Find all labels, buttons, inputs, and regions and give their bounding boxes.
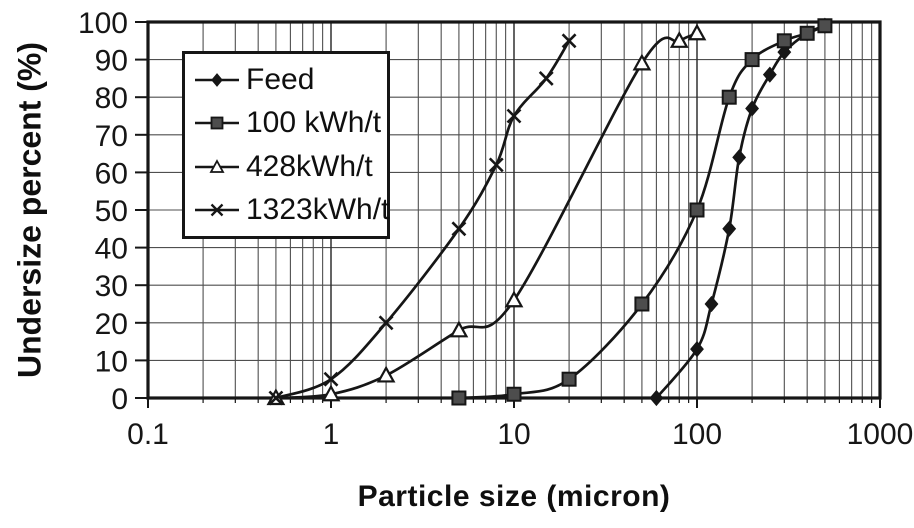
y-tick-label: 10 bbox=[95, 345, 128, 378]
y-tick-label: 0 bbox=[111, 383, 128, 416]
y-tick-label: 90 bbox=[95, 45, 128, 78]
y-tick-label: 30 bbox=[95, 270, 128, 303]
legend-label-1323kwht: 1323kWh/t bbox=[246, 193, 390, 227]
x-tick-label: 1 bbox=[323, 418, 340, 451]
x-tick-label: 0.1 bbox=[127, 418, 169, 451]
y-tick-label: 20 bbox=[95, 308, 128, 341]
x-axis-title: Particle size (micron) bbox=[357, 480, 671, 513]
legend-entry-428kwht: 428kWh/t bbox=[193, 150, 385, 184]
x-tick-label: 1000 bbox=[847, 418, 914, 451]
series-100-kwh-t bbox=[451, 18, 833, 406]
feed-marker-icon bbox=[195, 72, 239, 87]
series-line bbox=[655, 24, 826, 399]
legend-entry-1323kwht: 1323kWh/t bbox=[193, 193, 389, 227]
series-1323kwh-t bbox=[268, 33, 577, 406]
y-tick-label: 40 bbox=[95, 233, 128, 266]
y-tick-label: 80 bbox=[95, 82, 128, 115]
legend-sample-3 bbox=[195, 203, 239, 217]
legend-sample-2 bbox=[195, 158, 239, 173]
428kwht-marker-icon bbox=[195, 158, 239, 173]
series-line bbox=[275, 32, 698, 400]
100kwht-marker-icon bbox=[195, 116, 239, 130]
legend-sample-0 bbox=[195, 72, 239, 87]
legend-label-428kwht: 428kWh/t bbox=[246, 149, 373, 183]
legend: Feed 100 kWh/t 428kWh/t 1323kWh/t bbox=[182, 51, 390, 239]
1323kwht-marker-icon bbox=[195, 203, 239, 217]
series-group bbox=[266, 17, 833, 407]
y-tick-label: 60 bbox=[95, 157, 128, 190]
y-tick-label: 70 bbox=[95, 120, 128, 153]
series-feed bbox=[649, 17, 832, 407]
legend-entry-feed: Feed bbox=[193, 63, 385, 97]
y-tick-label: 50 bbox=[95, 195, 128, 228]
y-axis-title: Undersize percent (%) bbox=[11, 41, 48, 379]
legend-label-100kwht: 100 kWh/t bbox=[246, 106, 382, 140]
y-tick-label: 100 bbox=[78, 7, 128, 40]
x-tick-label: 10 bbox=[497, 418, 530, 451]
x-tick-label: 100 bbox=[672, 418, 722, 451]
legend-label-feed: Feed bbox=[246, 62, 315, 96]
tick-labels: 0.1 1 10 100 1000 0 10 20 30 40 50 60 70 80 90 100 bbox=[78, 7, 913, 451]
legend-sample-1 bbox=[195, 116, 239, 130]
series-line bbox=[458, 24, 826, 400]
legend-entry-100kwht: 100 kWh/t bbox=[193, 106, 385, 140]
